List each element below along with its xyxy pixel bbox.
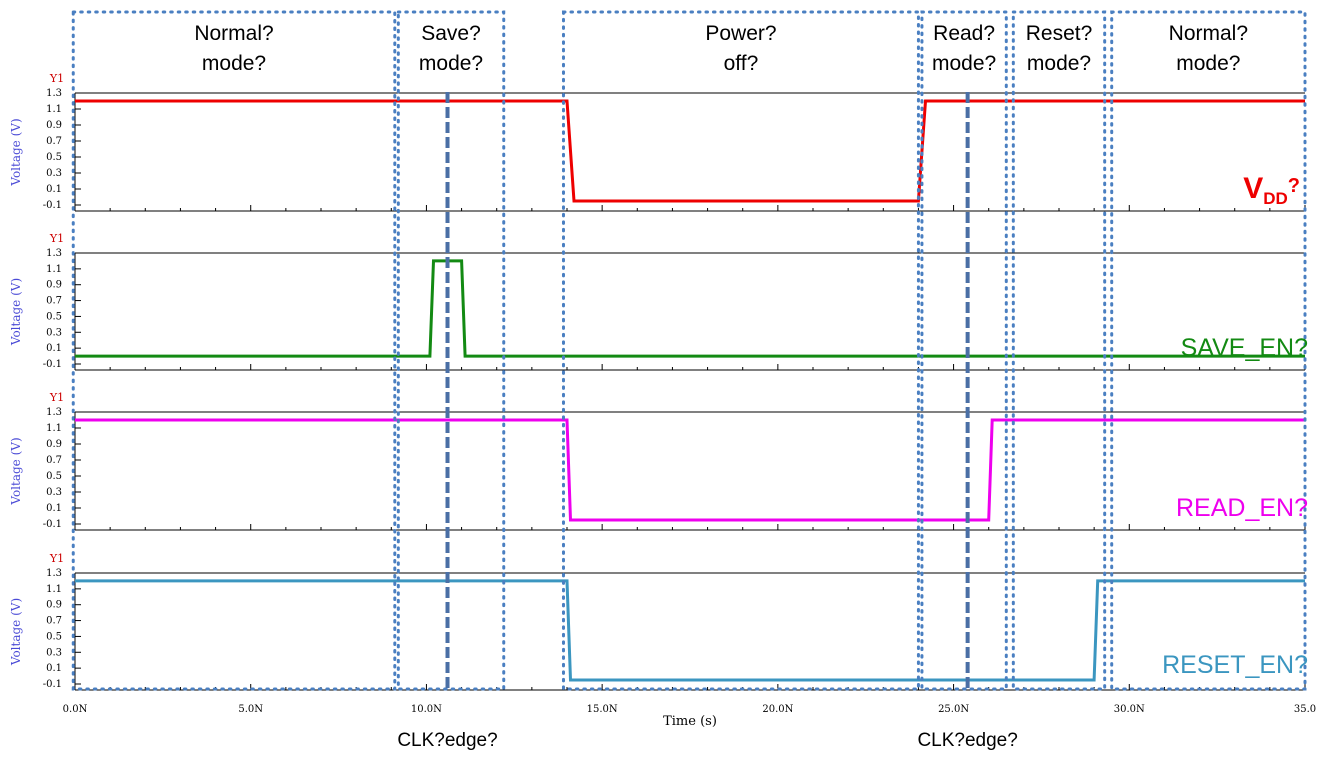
mode-label-line1: Save?	[421, 22, 481, 45]
y-tick-label: 0.1	[46, 503, 62, 514]
mode-label-line2: off?	[724, 52, 759, 75]
y-axis-title: Voltage (V)	[9, 118, 23, 186]
y-tick-label: 0.9	[46, 439, 62, 450]
mode-box	[920, 10, 1008, 691]
y-tick-label: 0.9	[46, 600, 62, 611]
mode-label-line2: mode?	[419, 52, 483, 75]
y-tick-label: 0.3	[46, 647, 62, 658]
x-axis-title: Time (s)	[663, 714, 717, 729]
mode-box	[561, 10, 920, 691]
series-name-4: RESET_EN?	[1162, 651, 1308, 679]
y-tick-label: -0.1	[43, 519, 62, 530]
x-tick-label: 15.0N	[587, 704, 618, 715]
y-corner-label: Y1	[49, 552, 64, 565]
mode-label-line2: mode?	[1176, 52, 1240, 75]
y-tick-label: 1.1	[46, 423, 62, 434]
y-tick-label: 0.9	[46, 280, 62, 291]
series-name-suffix: ?	[1288, 175, 1300, 197]
x-tick-label: 20.0N	[762, 704, 793, 715]
series-layer	[75, 99, 1305, 682]
mode-label-line2: mode?	[932, 52, 996, 75]
clk-edge-label: CLK?edge?	[397, 730, 497, 751]
y-tick-label: 1.3	[46, 88, 62, 99]
y-tick-label: 0.5	[46, 631, 62, 642]
y-tick-label: 0.1	[46, 663, 62, 674]
series-name-vdd: VDD?	[1243, 172, 1300, 208]
series-name-2: SAVE_EN?	[1181, 334, 1308, 362]
y-tick-label: 0.5	[46, 311, 62, 322]
y-tick-label: 0.7	[46, 296, 62, 307]
x-tick-label: 5.0N	[238, 704, 263, 715]
x-tick-label: 30.0N	[1114, 704, 1145, 715]
y-tick-label: 1.1	[46, 104, 62, 115]
y-tick-label: 0.7	[46, 455, 62, 466]
y-tick-label: 1.1	[46, 264, 62, 275]
series-name-main: V	[1243, 172, 1263, 205]
y-tick-label: 0.7	[46, 616, 62, 627]
y-tick-label: 1.3	[46, 407, 62, 418]
mode-label-line1: Reset?	[1026, 22, 1093, 45]
overlay-layer	[71, 10, 1307, 692]
x-tick-label: 35.0	[1294, 704, 1316, 715]
series-line-2	[75, 259, 1305, 358]
y-tick-label: 0.7	[46, 136, 62, 147]
y-tick-label: -0.1	[43, 200, 62, 211]
series-line-4	[75, 579, 1305, 682]
y-tick-label: 0.3	[46, 168, 62, 179]
mode-box	[71, 10, 397, 691]
y-tick-label: 1.1	[46, 584, 62, 595]
y-tick-label: 0.5	[46, 471, 62, 482]
mode-label-line2: mode?	[1027, 52, 1091, 75]
y-corner-label: Y1	[49, 72, 64, 85]
y-axis-title: Voltage (V)	[9, 437, 23, 505]
mode-label-line1: Read?	[933, 22, 995, 45]
y-tick-label: 1.3	[46, 248, 62, 259]
x-tick-label: 0.0N	[63, 704, 88, 715]
mode-label-line2: mode?	[202, 52, 266, 75]
series-line-3	[75, 418, 1305, 522]
y-tick-label: 0.1	[46, 184, 62, 195]
text-layer: Time (s) -0.1 0.1 0.3 0.5 0.7 0.9 1.1 1.3 Y1 Volt…	[9, 22, 1316, 751]
mode-label-line1: Normal?	[194, 22, 273, 45]
y-axis-title: Voltage (V)	[9, 598, 23, 666]
y-axis-title: Voltage (V)	[9, 278, 23, 346]
y-tick-label: 0.3	[46, 487, 62, 498]
axes-layer	[74, 92, 1306, 691]
mode-box	[396, 10, 506, 691]
y-tick-label: 0.1	[46, 343, 62, 354]
y-corner-label: Y1	[49, 391, 64, 404]
y-corner-label: Y1	[49, 232, 64, 245]
y-tick-label: -0.1	[43, 359, 62, 370]
y-tick-label: -0.1	[43, 679, 62, 690]
series-name-3: READ_EN?	[1176, 494, 1308, 522]
y-tick-label: 1.3	[46, 568, 62, 579]
y-tick-label: 0.9	[46, 120, 62, 131]
series-name-subscript: DD	[1263, 189, 1288, 208]
series-line-1	[75, 99, 1305, 203]
y-tick-label: 0.5	[46, 152, 62, 163]
x-tick-label: 25.0N	[938, 704, 969, 715]
mode-label-line1: Power?	[705, 22, 776, 45]
mode-box	[1110, 10, 1307, 691]
x-tick-label: 10.0N	[411, 704, 442, 715]
mode-label-line1: Normal?	[1169, 22, 1248, 45]
y-tick-label: 0.3	[46, 327, 62, 338]
mode-box	[1011, 10, 1107, 691]
clk-edge-label: CLK?edge?	[917, 730, 1017, 751]
